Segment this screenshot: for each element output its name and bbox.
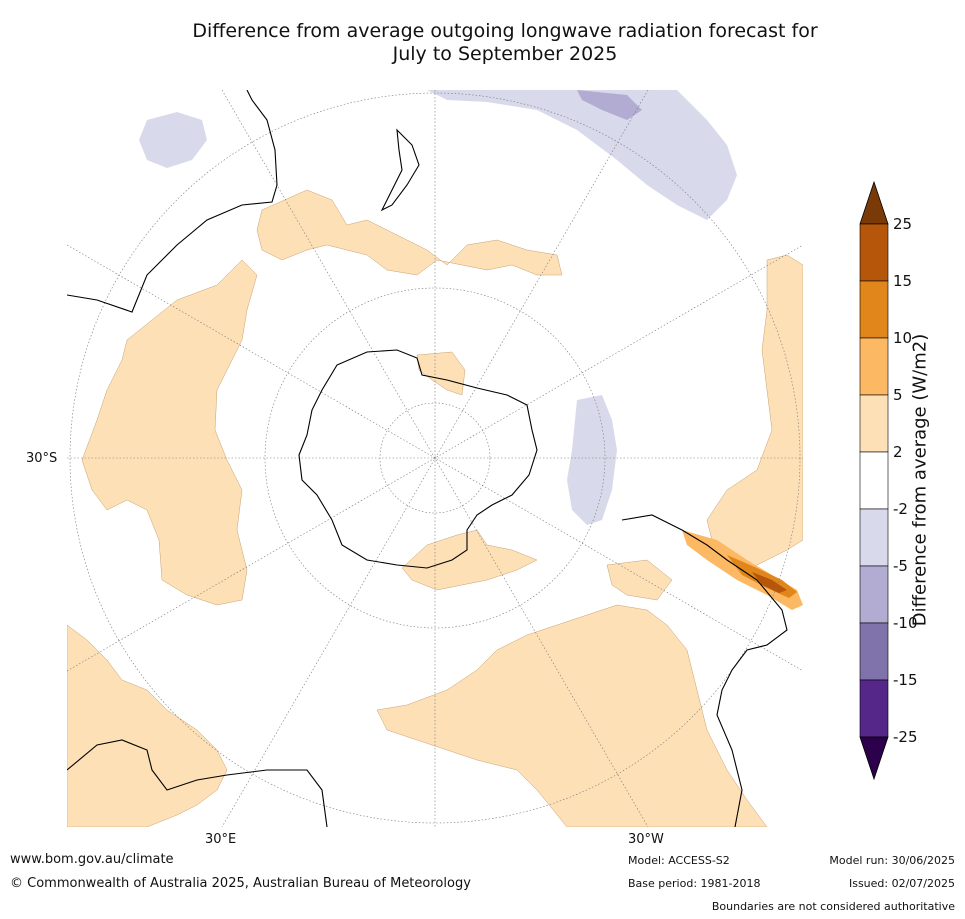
moderate-negative-anomaly (577, 90, 642, 120)
colorbar-tick-label: -2 (893, 500, 908, 518)
south-america-coast (621, 514, 788, 827)
colorbar-tick-label: 2 (893, 443, 903, 461)
colorbar-swatch (859, 508, 889, 567)
footer-disclaimer: Boundaries are not considered authoritat… (711, 900, 955, 913)
colorbar-tick-label: 5 (893, 386, 903, 404)
colorbar-tick-label: 15 (893, 272, 913, 290)
atlantic-negative (567, 395, 617, 525)
colorbar-swatch (859, 565, 889, 624)
footer-model-run: Model run: 30/06/2025 (829, 854, 955, 867)
footer-copyright: © Commonwealth of Australia 2025, Austra… (10, 876, 471, 891)
title-line-1: Difference from average outgoing longwav… (192, 20, 818, 42)
colorbar-title: Difference from average (W/m2) (909, 333, 931, 627)
new-zealand-coast (380, 128, 420, 212)
south-pacific-anomaly (376, 604, 768, 827)
africa-south-anomaly (67, 624, 228, 827)
colorbar-tick-label: 10 (893, 329, 913, 347)
colorbar-extend-min (859, 736, 889, 781)
colorbar-swatch (859, 451, 889, 510)
indian-north-negative (139, 112, 207, 168)
colorbar-swatch (859, 337, 889, 396)
footer-base-period: Base period: 1981-2018 (628, 877, 761, 890)
south-america-west-anomaly (706, 254, 803, 571)
footer-url[interactable]: www.bom.gov.au/climate (10, 852, 174, 867)
colorbar-swatches (859, 180, 889, 781)
coastlines (67, 90, 788, 827)
footer-model: Model: ACCESS-S2 (628, 854, 730, 867)
lat-label-30s: 30°S (26, 451, 58, 466)
positive-anomaly-regions (67, 189, 803, 827)
ross-sea-anomaly (401, 529, 538, 591)
pacific-negative-core (577, 90, 642, 120)
lon-label-30e: 30°E (205, 832, 237, 847)
colorbar-tick-label: -15 (893, 671, 918, 689)
colorbar (850, 180, 965, 785)
latitude-circle-60s (264, 287, 606, 629)
pacific-north-negative (427, 90, 737, 220)
lon-label-30w: 30°W (628, 832, 664, 847)
australia-south-anomaly (256, 189, 563, 276)
map-title: Difference from average outgoing longwav… (100, 20, 910, 66)
colorbar-tick-label: 25 (893, 215, 913, 233)
colorbar-extend-max (859, 180, 889, 225)
africa-coast (67, 739, 328, 827)
peak-positive-anomaly (752, 572, 787, 593)
colorbar-swatch (859, 280, 889, 339)
colorbar-swatch (859, 223, 889, 282)
colorbar-swatch (859, 394, 889, 453)
antarctica-coast (298, 349, 538, 569)
graticule (67, 90, 803, 827)
andes-anomaly-peak (752, 572, 787, 593)
map-canvas (67, 90, 803, 827)
colorbar-tick-label: -25 (893, 728, 918, 746)
antarctic-coast-anomaly (416, 351, 466, 396)
colorbar-swatch (859, 622, 889, 681)
polar-map (67, 90, 803, 827)
footer-issued: Issued: 02/07/2025 (848, 877, 955, 890)
indian-ocean-anomaly (81, 259, 258, 606)
colorbar-swatch (859, 679, 889, 738)
colorbar-tick-label: -10 (893, 614, 918, 632)
negative-anomaly-regions (139, 90, 737, 525)
title-line-2: July to September 2025 (392, 43, 618, 65)
central-pacific-anomaly (606, 559, 673, 601)
australia-coast (67, 90, 278, 313)
colorbar-tick-label: -5 (893, 557, 908, 575)
